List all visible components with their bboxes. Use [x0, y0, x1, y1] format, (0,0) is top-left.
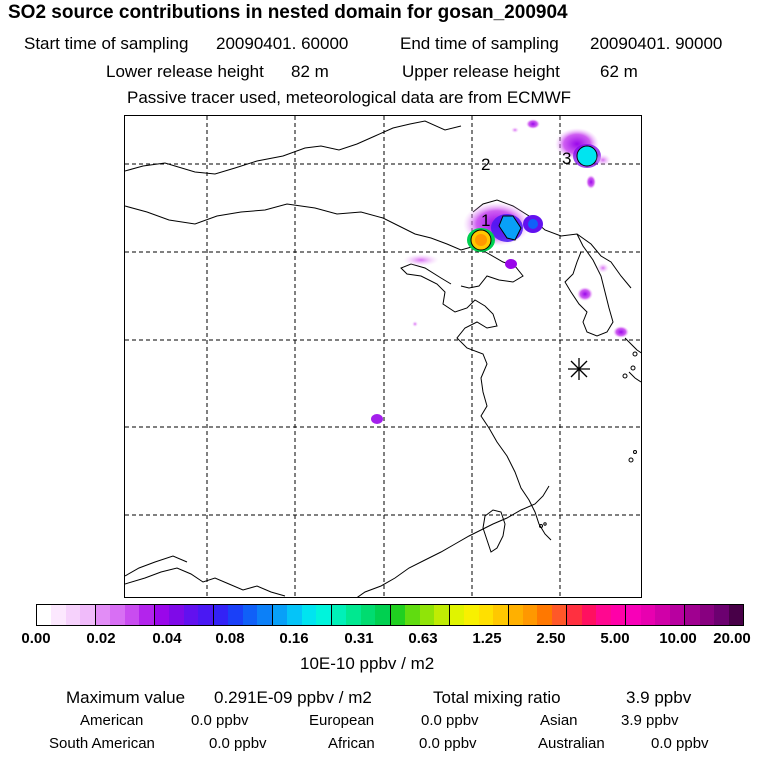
colorbar-swatch: [51, 605, 66, 625]
end-time-value: 20090401. 90000: [590, 34, 723, 53]
region-label-3: 3: [562, 149, 571, 168]
colorbar-tick: 5.00: [600, 630, 630, 647]
colorbar-swatch: [375, 605, 391, 625]
colorbar-swatch: [655, 605, 670, 625]
colorbar-swatch: [478, 605, 494, 625]
colorbar-swatch: [449, 605, 465, 625]
colorbar-swatch: [65, 605, 81, 625]
end-time-label: End time of sampling: [400, 34, 559, 53]
region-australian-label: Australian: [538, 735, 605, 752]
color-scale-bar: [36, 604, 744, 626]
region-label-1: 1: [481, 211, 490, 230]
lower-height-value: 82 m: [291, 62, 329, 81]
colorbar-swatch: [213, 605, 229, 625]
region-american-value: 0.0 ppbv: [191, 712, 249, 729]
colorbar-swatch: [699, 605, 715, 625]
colorbar-swatch: [331, 605, 347, 625]
start-time-value: 20090401. 60000: [216, 34, 349, 53]
colorbar-tick: 10.00: [659, 630, 697, 647]
region-asian-label: Asian: [540, 712, 578, 729]
colorbar-swatch: [728, 605, 744, 625]
colorbar-tick: 0.00: [21, 630, 51, 647]
lower-height-label: Lower release height: [106, 62, 264, 81]
upper-height-label: Upper release height: [402, 62, 560, 81]
colorbar-swatch: [405, 605, 420, 625]
colorbar-swatch: [567, 605, 582, 625]
map-frame: 1 2 3: [124, 115, 642, 598]
total-mixing-label: Total mixing ratio: [433, 688, 561, 707]
region-australian-value: 0.0 ppbv: [651, 735, 709, 752]
colorbar-swatch: [551, 605, 568, 625]
max-value-label: Maximum value: [66, 688, 186, 707]
colorbar-swatch: [685, 605, 700, 625]
colorbar-swatch: [242, 605, 258, 625]
colorbar-tick: 0.08: [215, 630, 245, 647]
colorbar-tick: 0.02: [86, 630, 116, 647]
colorbar-swatch: [390, 605, 406, 625]
colorbar-tick: 0.16: [279, 630, 309, 647]
coastlines: [125, 120, 641, 597]
colorbar-swatch: [110, 605, 125, 625]
region-south-american-label: South American: [49, 735, 155, 752]
colorbar-tick: 0.04: [152, 630, 182, 647]
colorbar-swatch: [198, 605, 214, 625]
region-south-american-value: 0.0 ppbv: [209, 735, 267, 752]
colorbar-swatch: [493, 605, 509, 625]
colorbar-tick: 2.50: [536, 630, 566, 647]
colorbar-swatch: [464, 605, 479, 625]
colorbar-tick: 20.00: [713, 630, 751, 647]
map-title: SO2 source contributions in nested domai…: [8, 2, 568, 23]
colorbar-swatch: [626, 605, 641, 625]
colorbar-swatch: [669, 605, 686, 625]
colorbar-swatch: [640, 605, 656, 625]
colorbar-swatch: [272, 605, 288, 625]
region-african-value: 0.0 ppbv: [419, 735, 477, 752]
grid-lines: [125, 116, 641, 597]
colorbar-swatch: [610, 605, 627, 625]
colorbar-swatch: [228, 605, 243, 625]
colorbar-swatch: [183, 605, 199, 625]
colorbar-swatch: [714, 605, 729, 625]
colorbar-swatch: [434, 605, 450, 625]
colorbar-swatch: [95, 605, 111, 625]
islands: [539, 351, 638, 528]
colorbar-swatch: [154, 605, 170, 625]
hotspot-3-marker: [576, 145, 598, 167]
colorbar-tick: 0.63: [408, 630, 438, 647]
total-mixing-value: 3.9 ppbv: [626, 688, 692, 707]
colorbar-units: 10E-10 ppbv / m2: [300, 654, 435, 673]
region-american-label: American: [80, 712, 144, 729]
receptor-asterisk-icon: [568, 358, 590, 380]
colorbar-swatch: [80, 605, 96, 625]
colorbar-swatch: [360, 605, 376, 625]
colorbar-swatch: [287, 605, 302, 625]
colorbar-tick: 1.25: [472, 630, 502, 647]
concentration-field: [371, 119, 629, 424]
upper-height-value: 62 m: [600, 62, 638, 81]
colorbar-swatch: [522, 605, 538, 625]
region-european-value: 0.0 ppbv: [421, 712, 479, 729]
colorbar-swatch: [419, 605, 435, 625]
map-canvas: 1 2 3: [125, 116, 641, 597]
colorbar-swatch: [169, 605, 184, 625]
region-african-label: African: [328, 735, 375, 752]
region-label-2: 2: [481, 155, 490, 174]
colorbar-swatch: [596, 605, 611, 625]
colorbar-swatch: [139, 605, 155, 625]
colorbar-swatch: [346, 605, 361, 625]
colorbar-tick: 0.31: [344, 630, 374, 647]
max-value: 0.291E-09 ppbv / m2: [214, 688, 372, 707]
colorbar-swatch: [124, 605, 140, 625]
colorbar-swatch: [37, 605, 52, 625]
colorbar-swatch: [316, 605, 332, 625]
colorbar-swatch: [508, 605, 523, 625]
colorbar-swatch: [581, 605, 597, 625]
colorbar-swatch: [257, 605, 273, 625]
tracer-note: Passive tracer used, meteorological data…: [127, 88, 572, 107]
colorbar-swatch: [301, 605, 317, 625]
region-european-label: European: [309, 712, 375, 729]
colorbar-swatch: [537, 605, 552, 625]
start-time-label: Start time of sampling: [24, 34, 189, 53]
region-asian-value: 3.9 ppbv: [621, 712, 679, 729]
